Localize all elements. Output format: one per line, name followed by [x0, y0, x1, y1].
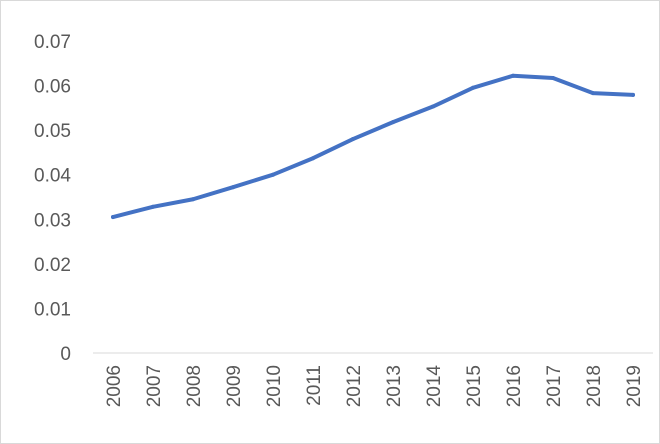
- y-tick-label: 0: [60, 344, 71, 365]
- x-tick-label: 2013: [384, 365, 405, 407]
- x-tick-label: 2009: [224, 365, 245, 407]
- y-tick-label: 0.04: [34, 166, 71, 187]
- data-point: [551, 75, 555, 80]
- y-tick-label: 0.05: [34, 121, 71, 142]
- data-point: [191, 197, 195, 202]
- y-tick-label: 0.06: [34, 77, 71, 98]
- x-tick-label: 2018: [584, 365, 605, 407]
- x-axis-tick-labels: 2006 2007 2008 2009 2010 2011 2012 2013 2014 2015…: [104, 365, 645, 408]
- data-point: [391, 120, 395, 125]
- x-tick-label: 2016: [504, 365, 525, 407]
- data-point: [591, 91, 595, 96]
- y-axis-tick-labels: 0 0.01 0.02 0.03 0.04 0.05 0.06 0.07: [34, 32, 71, 365]
- y-tick-label: 0.03: [34, 210, 71, 231]
- x-tick-label: 2017: [544, 365, 565, 407]
- data-point: [471, 85, 475, 90]
- series-line: [111, 73, 635, 220]
- x-tick-label: 2014: [424, 365, 445, 408]
- data-point: [311, 156, 315, 161]
- series-group: [111, 73, 635, 220]
- x-tick-label: 2006: [104, 365, 125, 407]
- x-tick-label: 2012: [344, 365, 365, 407]
- y-tick-label: 0.02: [34, 255, 71, 276]
- data-point: [151, 204, 155, 209]
- data-point: [271, 172, 275, 177]
- data-point: [351, 137, 355, 142]
- data-point: [111, 215, 115, 220]
- x-tick-label: 2008: [184, 365, 205, 407]
- x-tick-label: 2007: [144, 365, 165, 407]
- x-tick-label: 2015: [464, 365, 485, 407]
- data-point: [511, 73, 515, 78]
- y-tick-label: 0.07: [34, 32, 71, 53]
- data-point: [231, 185, 235, 190]
- x-tick-label: 2011: [304, 365, 325, 406]
- data-point: [431, 104, 435, 109]
- x-tick-label: 2010: [264, 365, 285, 407]
- y-tick-label: 0.01: [34, 299, 71, 320]
- x-tick-label: 2019: [624, 365, 645, 407]
- data-point: [631, 92, 635, 97]
